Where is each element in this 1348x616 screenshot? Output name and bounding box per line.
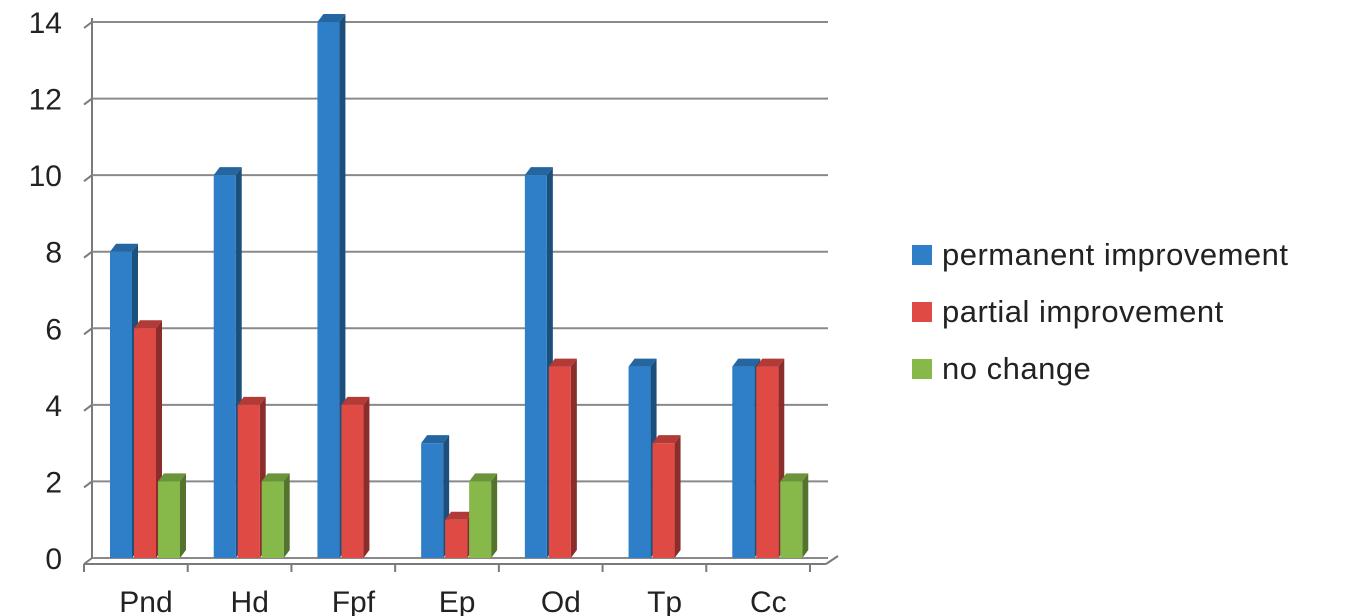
bar-top: [652, 435, 681, 444]
bar-side: [283, 473, 290, 558]
y-tick-label: 8: [45, 237, 62, 270]
y-tick-mark: [83, 97, 93, 106]
y-tick-label: 2: [45, 466, 62, 499]
bar-top: [134, 320, 162, 329]
legend-swatch-permanent: [912, 244, 932, 265]
bar-top: [780, 473, 809, 482]
legend-label: permanent improvement: [942, 236, 1289, 272]
x-tick-label: Fpf: [332, 586, 376, 616]
legend-swatch-partial: [912, 301, 932, 322]
bar-top: [628, 358, 657, 367]
y-tick-label: 0: [45, 543, 62, 576]
bar: [317, 22, 340, 558]
bar-top: [158, 473, 186, 482]
bar-top: [469, 473, 498, 482]
y-tick-mark: [83, 327, 93, 336]
bar-top: [524, 167, 553, 176]
legend-swatch-no-change: [912, 358, 932, 379]
bar-side: [674, 435, 681, 558]
bar: [134, 328, 156, 558]
bar: [652, 443, 675, 558]
y-tick-mark: [83, 21, 93, 29]
bar: [445, 519, 468, 558]
legend-label: partial improvement: [942, 293, 1224, 329]
y-tick-label: 6: [45, 313, 62, 346]
bar-side: [363, 396, 370, 558]
y-tick-mark: [83, 404, 93, 412]
bar: [756, 366, 779, 558]
legend-item-permanent-improvement: permanent improvement: [912, 226, 1289, 283]
bar: [213, 175, 236, 558]
bar-top: [213, 167, 242, 176]
bar: [780, 481, 803, 558]
y-tick-mark: [83, 250, 93, 259]
bar: [158, 481, 180, 558]
x-tick-label: Od: [541, 586, 581, 616]
y-tick-mark: [83, 480, 93, 489]
legend-item-no-change: no change: [912, 340, 1289, 397]
y-tick-label: 14: [29, 7, 62, 40]
y-tick-label: 4: [45, 390, 62, 423]
bar: [732, 366, 755, 558]
bar-side: [180, 473, 186, 558]
x-tick-label: Hd: [231, 586, 269, 616]
bar: [548, 366, 571, 558]
bar-top: [261, 473, 290, 482]
bar: [421, 443, 444, 558]
bar-side: [570, 358, 577, 558]
bar: [237, 404, 260, 558]
legend-item-partial-improvement: partial improvement: [912, 283, 1289, 340]
y-tick-mark: [83, 174, 93, 182]
y-tick-label: 12: [29, 84, 62, 117]
bar-top: [237, 396, 266, 405]
x-tick-label: Cc: [750, 586, 787, 616]
x-tick-label: Tp: [647, 586, 682, 616]
bar: [628, 366, 651, 558]
x-tick-label: Pnd: [119, 586, 172, 616]
bar: [341, 404, 364, 558]
legend-label: no change: [942, 350, 1092, 386]
bar: [261, 481, 284, 558]
y-tick-label: 10: [29, 160, 62, 193]
bar-top: [756, 358, 785, 367]
bar-top: [110, 243, 138, 252]
x-axis-end: [825, 555, 839, 565]
bar-side: [491, 473, 498, 558]
bar-top: [341, 396, 370, 405]
bar: [469, 481, 492, 558]
bar-side: [802, 473, 809, 558]
bar-top: [548, 358, 577, 367]
bar: [110, 251, 132, 558]
bar-top: [317, 14, 346, 22]
bar: [524, 175, 547, 558]
legend: permanent improvement partial improvemen…: [912, 226, 1289, 397]
bar-top: [732, 358, 761, 367]
bar-top: [421, 435, 450, 444]
x-tick-label: Ep: [439, 586, 476, 616]
bar-top: [445, 511, 474, 520]
